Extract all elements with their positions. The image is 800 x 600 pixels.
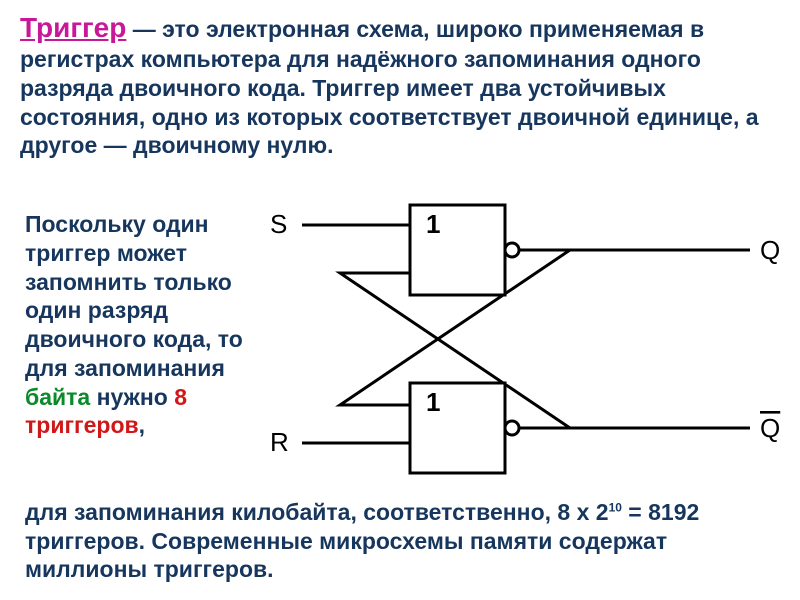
side-pre: Поскольку один триггер может запомнить т…: [25, 211, 243, 381]
io-label-Qbar: Q: [760, 413, 780, 443]
dash: —: [126, 16, 162, 42]
rs-trigger-diagram: 1 1 S R Q Q: [260, 195, 790, 505]
paragraph-intro: Триггер — это электронная схема, широко …: [20, 10, 780, 160]
paragraph-bottom: для запоминания килобайта, соответственн…: [25, 498, 775, 584]
io-label-Q: Q: [760, 235, 780, 265]
side-byte: байта: [25, 384, 90, 410]
inversion-circle: [505, 421, 519, 435]
gate-box: [410, 383, 505, 473]
title-word: Триггер: [20, 12, 126, 43]
page: Триггер — это электронная схема, широко …: [0, 0, 800, 600]
paragraph-side: Поскольку один триггер может запомнить т…: [25, 210, 250, 440]
side-mid: нужно: [90, 384, 174, 410]
inversion-circle: [505, 243, 519, 257]
gate-label: 1: [426, 387, 440, 417]
side-tail: ,: [139, 412, 145, 438]
gate-label: 1: [426, 209, 440, 239]
gate-box: [410, 205, 505, 295]
io-label-R: R: [270, 427, 289, 457]
io-label-S: S: [270, 209, 287, 239]
